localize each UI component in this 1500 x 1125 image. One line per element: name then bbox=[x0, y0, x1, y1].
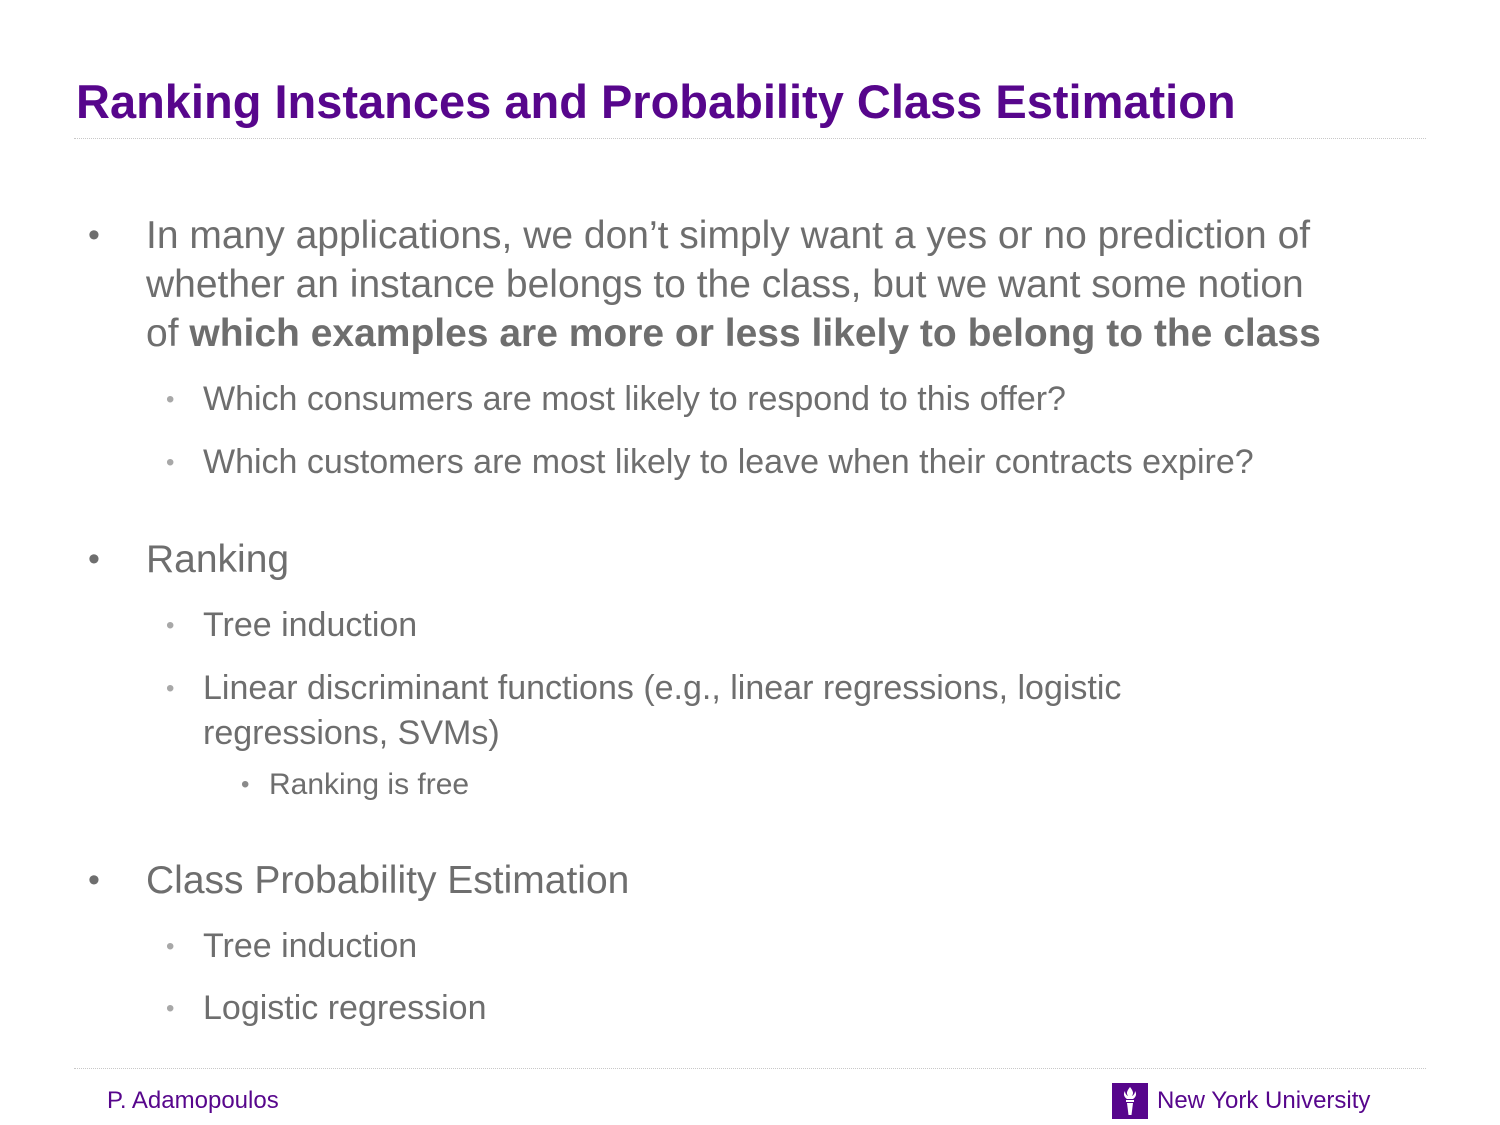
sub-bullet-line: Linear discriminant functions (e.g., lin… bbox=[203, 669, 1122, 707]
title-divider bbox=[74, 138, 1426, 139]
slide-title: Ranking Instances and Probability Class … bbox=[76, 75, 1236, 128]
bullet-class-probability: • Class Probability Estimation bbox=[88, 856, 1416, 905]
bullet-line: In many applications, we don’t simply wa… bbox=[146, 214, 1311, 257]
sub-bullet-tree-induction: • Tree induction bbox=[166, 603, 1353, 648]
sub-bullet-text: Logistic regression bbox=[203, 989, 487, 1027]
bullet-text: Ranking bbox=[146, 538, 290, 581]
sub-bullet-dot-icon: • bbox=[166, 933, 175, 960]
footer-author: P. Adamopoulos bbox=[107, 1087, 279, 1114]
sub-bullet-customers: • Which customers are most likely to lea… bbox=[166, 440, 1353, 485]
bullet-line: of which examples are more or less likel… bbox=[146, 309, 1416, 358]
bullet-line: whether an instance belongs to the class… bbox=[146, 263, 1304, 306]
sub-bullet-text: Tree induction bbox=[203, 927, 418, 965]
footer-university-name: New York University bbox=[1157, 1087, 1371, 1114]
sub-sub-bullet-ranking-free: • Ranking is free bbox=[241, 765, 1169, 805]
torch-icon bbox=[1112, 1083, 1148, 1119]
sub-bullet-logistic-regression: • Logistic regression bbox=[166, 986, 1353, 1031]
bullet-text: of bbox=[146, 312, 190, 355]
sub-bullet-dot-icon: • bbox=[166, 386, 175, 413]
bullet-dot-icon: • bbox=[88, 216, 100, 254]
sub-bullet-linear-discriminant: • Linear discriminant functions (e.g., l… bbox=[166, 666, 1353, 756]
sub-bullet-dot-icon: • bbox=[166, 995, 175, 1022]
bullet-dot-icon: • bbox=[88, 540, 100, 578]
sub-bullet-text: Tree induction bbox=[203, 606, 418, 644]
bullet-applications: • In many applications, we don’t simply … bbox=[88, 211, 1416, 358]
sub-bullet-dot-icon: • bbox=[166, 449, 175, 476]
sub-sub-bullet-text: Ranking is free bbox=[269, 768, 470, 801]
sub-bullet-tree-induction-2: • Tree induction bbox=[166, 924, 1353, 969]
sub-sub-bullet-dot-icon: • bbox=[241, 771, 250, 798]
sub-bullet-dot-icon: • bbox=[166, 612, 175, 639]
bullet-text: Class Probability Estimation bbox=[146, 859, 630, 902]
footer-divider bbox=[74, 1068, 1426, 1069]
footer-university-brand: New York University bbox=[1112, 1082, 1370, 1120]
bullet-dot-icon: • bbox=[88, 861, 100, 899]
sub-bullet-text: Which customers are most likely to leave… bbox=[203, 443, 1254, 481]
bullet-ranking: • Ranking bbox=[88, 535, 1416, 584]
sub-bullet-consumers: • Which consumers are most likely to res… bbox=[166, 377, 1353, 422]
bullet-emphasis: which examples are more or less likely t… bbox=[189, 312, 1321, 355]
sub-bullet-dot-icon: • bbox=[166, 675, 175, 702]
sub-bullet-line: regressions, SVMs) bbox=[203, 714, 500, 752]
sub-bullet-text: Which consumers are most likely to respo… bbox=[203, 380, 1066, 418]
